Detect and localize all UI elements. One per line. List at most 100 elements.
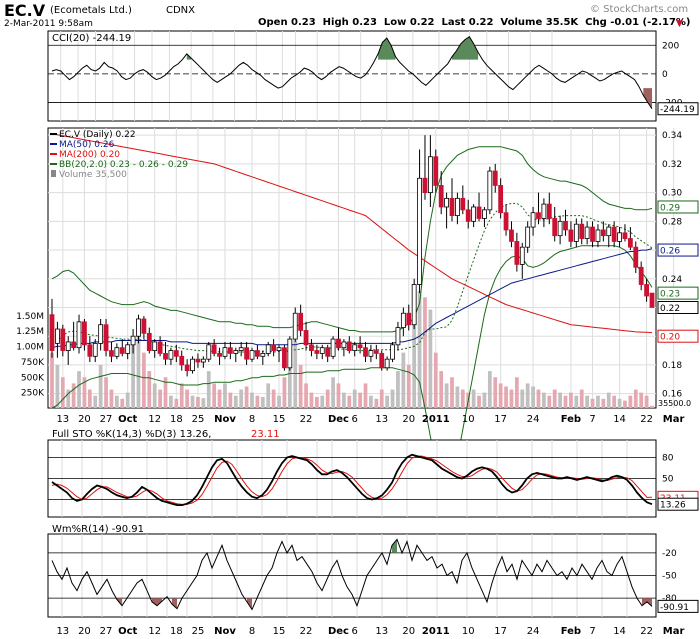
volume-bar	[201, 398, 206, 408]
volume-bar	[639, 392, 644, 408]
price-tick-label: 0.24	[662, 275, 682, 285]
volume-bar	[244, 386, 249, 408]
price-right-label-box	[657, 286, 699, 300]
date-axis-label: 14	[613, 626, 626, 637]
volume-bar	[158, 389, 162, 408]
volume-bar	[163, 377, 168, 408]
volume-bar	[277, 395, 281, 408]
candle-body	[249, 350, 255, 360]
volume-bar	[628, 395, 633, 408]
candle-body	[200, 358, 206, 363]
wmr-tick-label: -50	[662, 572, 677, 582]
volume-bar	[455, 386, 460, 408]
legend-label: EC.V (Daily) 0.22	[59, 130, 136, 140]
wmr-last-label-box	[657, 599, 699, 613]
date-axis-label: 24	[527, 626, 540, 637]
volume-bar	[50, 352, 54, 408]
candle-body	[357, 344, 363, 349]
volume-bar	[493, 377, 498, 408]
volume-bar	[433, 352, 438, 408]
candle-body	[433, 156, 439, 186]
volume-bar	[406, 364, 411, 408]
date-axis-label: 15	[273, 414, 286, 425]
volume-bar	[547, 395, 552, 408]
wmr-fill-low	[247, 598, 252, 610]
candle-body	[206, 344, 212, 360]
volume-bar	[87, 389, 92, 408]
candle-body	[482, 209, 487, 219]
legend-label: Volume 35,500	[59, 170, 127, 180]
volume-bar	[552, 389, 557, 408]
watermark: © StockCharts.com	[590, 4, 689, 15]
date-axis-label: 7	[589, 414, 595, 425]
volume-bar	[590, 398, 595, 408]
volume-tick-label: 250K	[21, 389, 45, 399]
candle-body	[427, 156, 433, 194]
cci-tick-label: 0	[662, 70, 668, 80]
price-right-label-box	[657, 243, 699, 257]
sto-tick-label: 80	[662, 454, 674, 464]
candle-body	[190, 358, 195, 372]
wmr-tick-label: -80	[662, 594, 677, 604]
candle-body	[503, 212, 509, 231]
volume-bar	[152, 383, 157, 408]
volume-bar	[174, 398, 179, 408]
date-axis-label: 8	[249, 414, 255, 425]
candle-body	[109, 350, 114, 357]
volume-bar	[66, 389, 71, 408]
sto-k-line	[51, 453, 653, 507]
candle-body	[141, 318, 147, 334]
candle-body	[314, 350, 320, 354]
date-axis-label: 22	[640, 626, 653, 637]
candle-body	[217, 353, 222, 357]
candle-body	[465, 209, 471, 222]
candle-body	[400, 312, 406, 328]
volume-bar	[223, 383, 227, 408]
header-dropdown-icon[interactable]: ▼	[676, 19, 683, 29]
date-axis-label: 2011	[422, 414, 450, 425]
candle-body	[541, 203, 547, 219]
price-right-label-box	[657, 200, 699, 214]
candle-body	[157, 341, 163, 354]
candle-body	[552, 218, 558, 237]
price-tick-label: 0.18	[662, 361, 682, 371]
legend-swatch	[51, 170, 56, 177]
price-right-label: 0.26	[660, 247, 680, 257]
candle-body	[303, 330, 309, 346]
wmr-title: Wm%R(14) -90.91	[52, 524, 144, 535]
candle-body	[271, 344, 277, 351]
candle-body	[282, 347, 287, 369]
volume-bar	[477, 395, 481, 408]
cci-title: CCI(20) -244.19	[52, 33, 131, 44]
volume-bar	[142, 352, 146, 408]
candle-body	[514, 241, 520, 265]
candle-body	[103, 324, 109, 351]
candle-body	[336, 338, 341, 349]
candle-body	[573, 223, 579, 242]
volume-tick-label: 500K	[21, 373, 45, 383]
date-axis-label: 10	[462, 414, 475, 425]
volume-bar	[255, 395, 260, 408]
candle-body	[644, 284, 649, 297]
candle-body	[60, 328, 66, 351]
volume-bar	[633, 389, 638, 408]
volume-tick-label: 1.25M	[16, 327, 44, 337]
candle-body	[71, 341, 77, 349]
volume-bar	[460, 389, 465, 408]
volume-bar	[623, 400, 627, 408]
volume-bar	[428, 309, 433, 408]
volume-bar	[482, 392, 487, 408]
candle-body	[373, 350, 379, 354]
volume-bar	[514, 377, 519, 408]
candle-body	[363, 347, 368, 357]
candle-body	[184, 364, 190, 372]
date-axis-label: Mar	[663, 414, 685, 425]
candle-body	[406, 312, 412, 326]
volume-bar	[444, 383, 449, 408]
cci-panel	[47, 30, 657, 122]
candle-body	[125, 344, 131, 354]
candle-body	[65, 341, 71, 351]
volume-bar	[325, 389, 330, 408]
candle-body	[530, 212, 536, 228]
